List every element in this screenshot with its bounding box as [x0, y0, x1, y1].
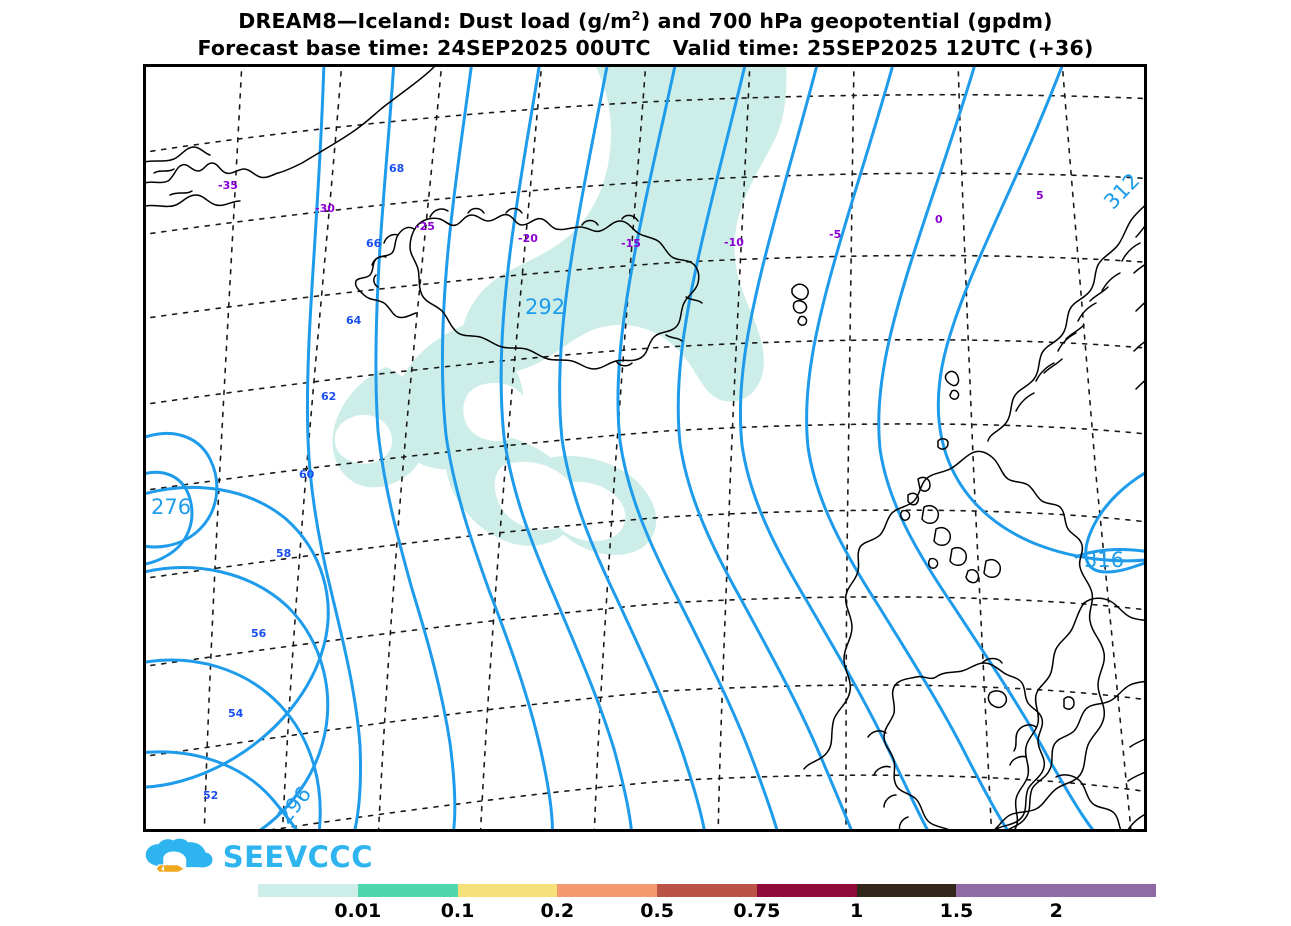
graticule-meridians — [203, 67, 1132, 829]
lat-label-54: 54 — [228, 707, 244, 720]
title-superscript: 2 — [631, 8, 641, 24]
geo-label-312: 312 — [1099, 168, 1144, 214]
lat-label-56: 56 — [251, 627, 267, 640]
colorbar-tick-0.5: 0.5 — [640, 900, 674, 922]
lon-label-m10: -10 — [724, 236, 744, 249]
coastlines — [146, 67, 1144, 829]
colorbar-tick-0.1: 0.1 — [440, 900, 475, 922]
cloud-arrow-logo-icon — [145, 838, 213, 874]
lon-label-m20: -20 — [518, 232, 538, 245]
colorbar-tick-0.01: 0.01 — [334, 900, 382, 922]
colorbar-tick-labels: 0.01 0.1 0.2 0.5 0.75 1 1.5 2 — [258, 900, 1156, 926]
colorbar-segment-1 — [357, 884, 458, 897]
colorbar-tick-1: 1 — [850, 900, 864, 922]
logo-text: SEEVCCC — [222, 839, 373, 874]
lat-label-62: 62 — [321, 390, 336, 403]
page-title: DREAM8—Iceland: Dust load (g/m2) and 700… — [0, 8, 1291, 35]
latitude-labels: 68 66 64 62 60 58 56 54 52 50 — [203, 162, 404, 802]
colorbar-segment-0 — [258, 884, 358, 897]
geo-label-316: 316 — [1084, 548, 1124, 572]
title-line1-post: ) and 700 hPa geopotential (gpdm) — [640, 9, 1053, 33]
colorbar-segment-7 — [956, 884, 1057, 897]
lon-label-m15: -15 — [621, 237, 641, 250]
colorbar-tick-0.75: 0.75 — [733, 900, 781, 922]
graticule-parallels — [146, 93, 1144, 829]
geo-label-292: 292 — [525, 295, 565, 319]
lat-label-68: 68 — [389, 162, 404, 175]
colorbar-segment-6 — [856, 884, 957, 897]
colorbar-tick-2: 2 — [1049, 900, 1063, 922]
lon-label-m25: -25 — [415, 220, 435, 233]
geopotential-contours — [146, 67, 1144, 829]
colorbar-segment-4 — [657, 884, 757, 897]
seevccc-logo[interactable]: SEEVCCC — [143, 836, 373, 878]
lon-label-m5: -5 — [829, 228, 841, 241]
colorbar-tick-0.2: 0.2 — [540, 900, 575, 922]
lat-label-66: 66 — [366, 237, 382, 250]
lon-label-5: 5 — [1036, 189, 1044, 202]
map-canvas: 68 66 64 62 60 58 56 54 52 50 -35 -30 -2… — [146, 67, 1144, 829]
colorbar-segment-3 — [557, 884, 658, 897]
lat-label-60: 60 — [299, 468, 315, 481]
colorbar-segment-5 — [756, 884, 857, 897]
colorbar-strip — [258, 884, 1157, 897]
colorbar-segment-8 — [1056, 884, 1157, 897]
longitude-labels: -35 -30 -25 -20 -15 -10 -5 0 5 — [218, 179, 1044, 250]
colorbar-tick-1.5: 1.5 — [939, 900, 974, 922]
chart-title-block: DREAM8—Iceland: Dust load (g/m2) and 700… — [0, 8, 1291, 62]
lat-label-52: 52 — [203, 789, 218, 802]
title-line1-pre: DREAM8—Iceland: Dust load (g/m — [238, 9, 632, 33]
geo-label-296: 296 — [273, 782, 317, 828]
geo-label-276: 276 — [151, 495, 191, 519]
page-subtitle: Forecast base time: 24SEP2025 00UTC Vali… — [197, 36, 1094, 61]
lon-label-0: 0 — [935, 213, 943, 226]
lon-label-m30: -30 — [315, 202, 335, 215]
colorbar-segment-2 — [457, 884, 558, 897]
lat-label-64: 64 — [346, 314, 362, 327]
map-panel[interactable]: 68 66 64 62 60 58 56 54 52 50 -35 -30 -2… — [143, 64, 1147, 832]
lon-label-m35: -35 — [218, 179, 238, 192]
lat-label-58: 58 — [276, 547, 291, 560]
dust-load-colorbar[interactable]: 0.01 0.1 0.2 0.5 0.75 1 1.5 2 — [143, 884, 1157, 926]
